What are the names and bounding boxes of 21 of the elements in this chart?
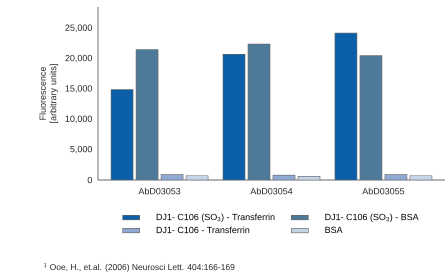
x-tick-label: AbD03053 [138, 188, 180, 194]
y-tick-label: 5,000 [70, 146, 92, 154]
x-tick-label: AbD03054 [250, 188, 292, 194]
legend-label: DJ1- C106 (SO$_{3}$) - BSA [325, 214, 419, 222]
legend-label: BSA [325, 226, 343, 234]
bar [110, 89, 134, 180]
y-axis-title: Fluorescence [arbitrary units] [39, 64, 58, 123]
y-tick-label: 25,000 [65, 24, 92, 32]
bar [248, 44, 270, 180]
bar [360, 55, 382, 180]
legend-label: DJ1- C106 (SO$_{3}$) - Transferrin [156, 214, 274, 222]
y-tick-label: 15,000 [66, 85, 92, 93]
y-tick-label: 20,000 [65, 54, 92, 62]
legend-label: DJ1- C106 - Transferrin [156, 226, 250, 234]
bar [222, 54, 246, 180]
bar [136, 49, 158, 180]
bar [334, 32, 358, 180]
x-tick-label: AbD03055 [362, 188, 404, 194]
y-tick-label: 0 [88, 176, 92, 184]
y-tick-label: 10,000 [66, 116, 92, 123]
text: $^{1}$ Ooe, H., et.al. (2006) Neurosci Lett. 404:166-169 [44, 263, 234, 272]
